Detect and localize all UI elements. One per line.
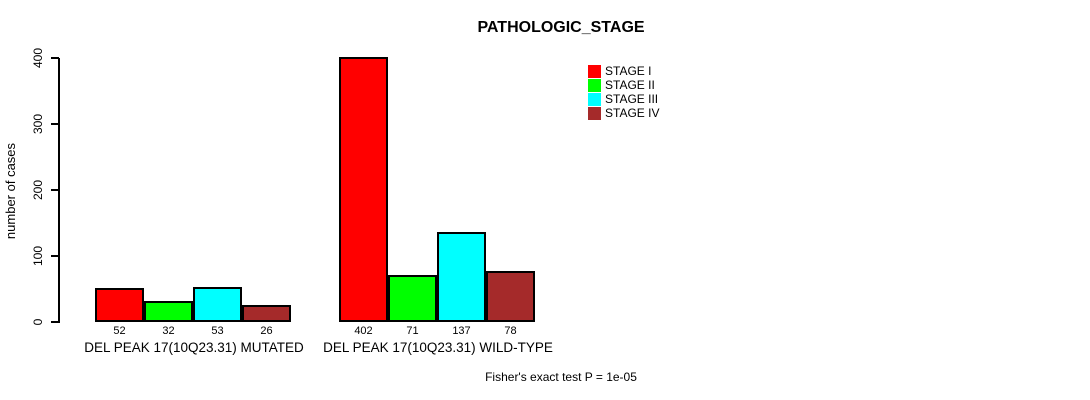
bar-value-label: 137 <box>452 325 471 337</box>
bar-stage-i-mutated <box>95 288 144 322</box>
y-tick-mark-300 <box>51 123 59 125</box>
y-tick-label-100: 100 <box>31 245 45 267</box>
y-tick-mark-100 <box>51 255 59 257</box>
bar-stage-iv-wild-type <box>486 271 535 322</box>
bar-stage-i-wild-type <box>339 57 388 322</box>
category-label-wild-type: DEL PEAK 17(10Q23.31) WILD-TYPE <box>323 340 553 355</box>
legend-swatch-stage-ii <box>588 79 601 93</box>
y-tick-mark-400 <box>51 57 59 59</box>
chart-title: PATHOLOGIC_STAGE <box>477 19 645 36</box>
bar-value-label: 26 <box>260 325 273 337</box>
legend-item-stage-iii: STAGE III <box>588 91 659 106</box>
legend-label: STAGE I <box>605 64 652 79</box>
legend-item-stage-ii: STAGE II <box>588 78 659 93</box>
bar-value-label: 52 <box>113 325 126 337</box>
legend: STAGE I STAGE II STAGE III STAGE IV <box>588 65 659 120</box>
bar-stage-iii-wild-type <box>437 232 486 322</box>
bar-value-label: 402 <box>354 325 373 337</box>
bar-value-label: 32 <box>162 325 175 337</box>
category-label-mutated: DEL PEAK 17(10Q23.31) MUTATED <box>84 340 304 355</box>
bar-value-label: 71 <box>406 325 419 337</box>
legend-label: STAGE III <box>605 91 659 106</box>
legend-item-stage-iv: STAGE IV <box>588 105 660 120</box>
legend-swatch-stage-iv <box>588 106 601 120</box>
bar-stage-ii-wild-type <box>388 275 437 322</box>
y-tick-label-300: 300 <box>31 113 45 135</box>
bar-stage-ii-mutated <box>144 301 193 322</box>
footnote: Fisher's exact test P = 1e-05 <box>485 370 637 384</box>
y-tick-mark-200 <box>51 189 59 191</box>
y-tick-label-0: 0 <box>31 318 45 326</box>
legend-swatch-stage-i <box>588 65 601 79</box>
legend-label: STAGE IV <box>605 105 660 120</box>
y-tick-label-200: 200 <box>31 179 45 201</box>
y-tick-label-400: 400 <box>31 47 45 69</box>
y-axis-line <box>58 58 60 323</box>
bar-value-label: 78 <box>504 325 517 337</box>
legend-label: STAGE II <box>605 78 655 93</box>
y-axis-label: number of cases <box>3 142 18 240</box>
bar-value-label: 53 <box>211 325 224 337</box>
bar-stage-iii-mutated <box>193 287 242 322</box>
legend-item-stage-i: STAGE I <box>588 64 659 79</box>
bar-stage-iv-mutated <box>242 305 291 322</box>
legend-swatch-stage-iii <box>588 92 601 106</box>
y-tick-mark-0 <box>51 321 59 323</box>
